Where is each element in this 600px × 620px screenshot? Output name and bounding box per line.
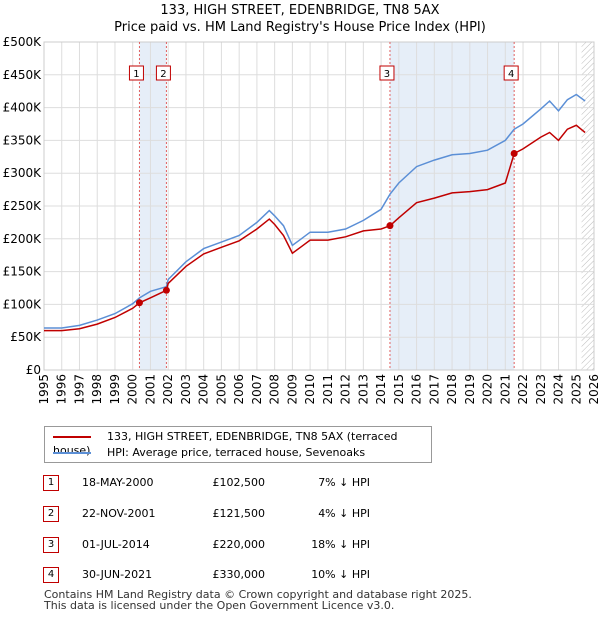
sale-point: [135, 299, 143, 307]
sale-date: 30-JUN-2021: [82, 568, 153, 581]
sale-number-badge: 1: [43, 475, 59, 491]
x-tick-label: 2013: [356, 374, 370, 405]
x-tick-label: 2024: [552, 374, 566, 405]
sale-number-badge: 4: [43, 567, 59, 583]
y-tick-label: £250K: [3, 199, 43, 213]
x-tick-label: 1998: [90, 374, 104, 405]
legend-swatch-property: [53, 436, 91, 438]
x-tick-label: 2016: [410, 374, 424, 405]
x-tick-label: 1999: [108, 374, 122, 405]
sale-hpi-diff: 7% ↓ HPI: [318, 476, 370, 489]
y-tick-label: £450K: [3, 68, 43, 82]
x-tick-label: 2005: [214, 374, 228, 405]
chart-subtitle: Price paid vs. HM Land Registry's House …: [114, 20, 486, 35]
x-tick-label: 2003: [179, 374, 193, 405]
sale-price: £330,000: [212, 568, 266, 581]
y-tick-label: £0: [26, 363, 41, 377]
x-tick-label: 2023: [534, 374, 548, 405]
table-row: 1 18-MAY-2000 £102,500 7% ↓ HPI: [0, 473, 600, 493]
sale-label-box: [503, 65, 519, 81]
x-tick-label: 1996: [55, 374, 69, 405]
sale-price: £121,500: [212, 507, 266, 520]
x-tick-label: 2008: [268, 374, 282, 405]
footer: Contains HM Land Registry data © Crown c…: [44, 589, 472, 611]
table-row: 4 30-JUN-2021 £330,000 10% ↓ HPI: [0, 565, 600, 585]
legend-item-hpi: HPI: Average price, terraced house, Seve…: [53, 446, 365, 460]
x-tick-label: 2004: [197, 374, 211, 405]
y-tick-label: £350K: [3, 133, 43, 147]
y-tick-label: £300K: [3, 166, 43, 180]
x-tick-label: 2000: [126, 374, 140, 405]
sale-label-box: [379, 65, 395, 81]
y-tick-label: £150K: [3, 265, 43, 279]
x-tick-label: 2011: [321, 374, 335, 405]
table-row: 2 22-NOV-2001 £121,500 4% ↓ HPI: [0, 504, 600, 524]
footer-line-copyright: Contains HM Land Registry data © Crown c…: [44, 588, 472, 601]
y-tick-label: £500K: [3, 35, 43, 49]
x-tick-label: 2026: [587, 374, 600, 405]
price-chart: 1 2 3 4 £0 £50K £100K £150K £200K £250K £300K £350K…: [3, 35, 600, 405]
x-tick-label: 2007: [250, 374, 264, 405]
x-tick-label: 2025: [569, 374, 583, 405]
legend: 133, HIGH STREET, EDENBRIDGE, TN8 5AX (t…: [44, 426, 432, 463]
x-tick-label: 2009: [285, 374, 299, 405]
x-tick-label: 1995: [37, 374, 51, 405]
sale-point: [510, 150, 518, 158]
hpi-line: [44, 93, 586, 329]
sale-date: 18-MAY-2000: [82, 476, 154, 489]
plot-border: [43, 41, 595, 371]
x-tick-label: 2020: [481, 374, 495, 405]
chart-title: 133, HIGH STREET, EDENBRIDGE, TN8 5AX: [160, 3, 440, 18]
x-tick-label: 2019: [463, 374, 477, 405]
x-tick-label: 2015: [392, 374, 406, 405]
legend-item-property: 133, HIGH STREET, EDENBRIDGE, TN8 5AX (t…: [53, 430, 431, 457]
y-tick-label: £50K: [10, 330, 42, 344]
sale-hpi-diff: 10% ↓ HPI: [311, 568, 370, 581]
x-tick-label: 2006: [232, 374, 246, 405]
sale-price: £102,500: [212, 476, 266, 489]
sale-date: 22-NOV-2001: [82, 507, 156, 520]
y-tick-label: £400K: [3, 101, 43, 115]
x-tick-label: 2002: [161, 374, 175, 405]
sale-label: 4: [508, 69, 514, 80]
y-tick-label: £200K: [3, 232, 43, 246]
sale-number-badge: 2: [43, 506, 59, 522]
x-tick-label: 2017: [427, 374, 441, 405]
sale-label: 2: [160, 69, 166, 80]
x-tick-label: 2018: [445, 374, 459, 405]
legend-swatch-hpi: [53, 452, 91, 454]
x-tick-label: 1997: [72, 374, 86, 405]
sale-point: [162, 286, 170, 294]
sale-number-badge: 3: [43, 537, 59, 553]
x-tick-label: 2021: [498, 374, 512, 405]
x-tick-label: 2012: [339, 374, 353, 405]
x-tick-label: 2001: [143, 374, 157, 405]
footer-line-licence: This data is licensed under the Open Gov…: [44, 599, 395, 612]
sale-hpi-diff: 4% ↓ HPI: [318, 507, 370, 520]
x-tick-label: 2014: [374, 374, 388, 405]
table-row: 3 01-JUL-2014 £220,000 18% ↓ HPI: [0, 535, 600, 555]
sale-hpi-diff: 18% ↓ HPI: [311, 538, 370, 551]
sale-label: 1: [133, 69, 139, 80]
sale-label-box: [128, 65, 144, 81]
y-tick-label: £100K: [3, 297, 43, 311]
legend-label-hpi: HPI: Average price, terraced house, Seve…: [107, 446, 366, 459]
sale-price: £220,000: [212, 538, 266, 551]
sale-point: [386, 222, 394, 230]
sale-label: 3: [384, 69, 390, 80]
sale-label-box: [155, 65, 171, 81]
x-tick-label: 2022: [516, 374, 530, 405]
sale-date: 01-JUL-2014: [82, 538, 150, 551]
x-tick-label: 2010: [303, 374, 317, 405]
